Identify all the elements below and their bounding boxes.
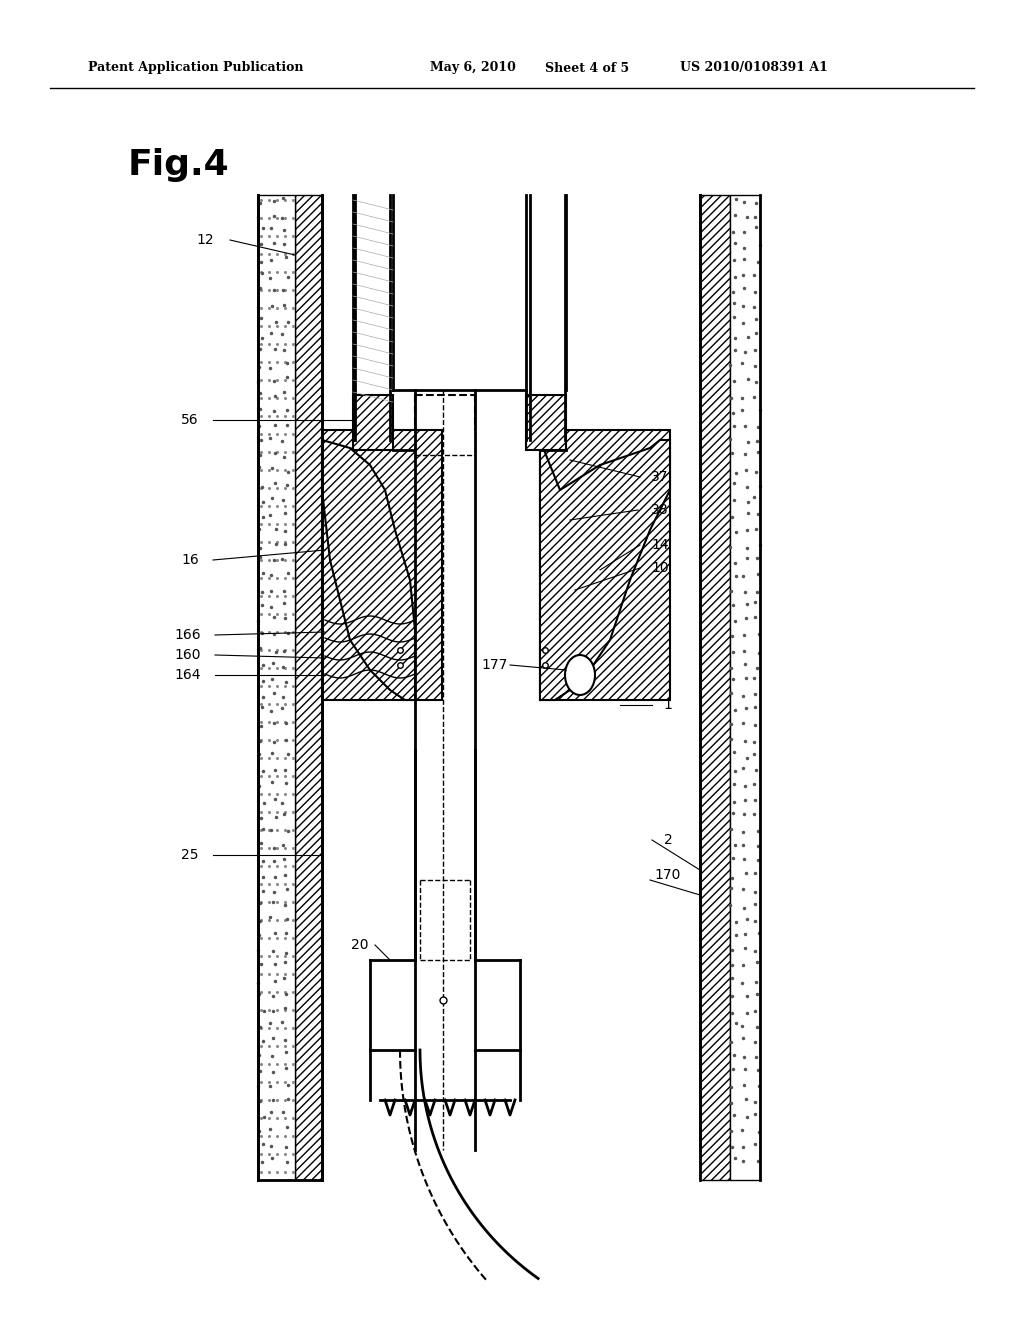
Text: 38: 38 (651, 503, 669, 517)
Text: 20: 20 (351, 939, 369, 952)
Text: 25: 25 (181, 847, 199, 862)
Text: 170: 170 (654, 869, 681, 882)
Text: 16: 16 (181, 553, 199, 568)
Text: 1: 1 (664, 698, 673, 711)
Bar (322, 430, 442, 700)
Text: 37: 37 (651, 470, 669, 484)
Text: 160: 160 (175, 648, 202, 663)
Polygon shape (322, 440, 415, 700)
Text: 10: 10 (651, 561, 669, 576)
Text: Sheet 4 of 5: Sheet 4 of 5 (545, 62, 629, 74)
Bar (730, 195, 760, 1180)
Text: 2: 2 (664, 833, 673, 847)
Text: 177: 177 (482, 657, 508, 672)
Text: 166: 166 (175, 628, 202, 642)
Text: May 6, 2010: May 6, 2010 (430, 62, 516, 74)
Ellipse shape (565, 655, 595, 696)
Bar (353, 395, 393, 450)
Bar (295, 195, 322, 1180)
Text: 164: 164 (175, 668, 202, 682)
Bar (700, 195, 730, 1180)
Text: Patent Application Publication: Patent Application Publication (88, 62, 303, 74)
Text: US 2010/0108391 A1: US 2010/0108391 A1 (680, 62, 827, 74)
Text: Fig.4: Fig.4 (128, 148, 229, 182)
Polygon shape (540, 440, 670, 700)
Text: 14: 14 (651, 539, 669, 552)
Bar (258, 195, 295, 1180)
Bar (526, 395, 566, 450)
Text: 12: 12 (197, 234, 214, 247)
Bar (540, 430, 670, 700)
Text: 56: 56 (181, 413, 199, 426)
